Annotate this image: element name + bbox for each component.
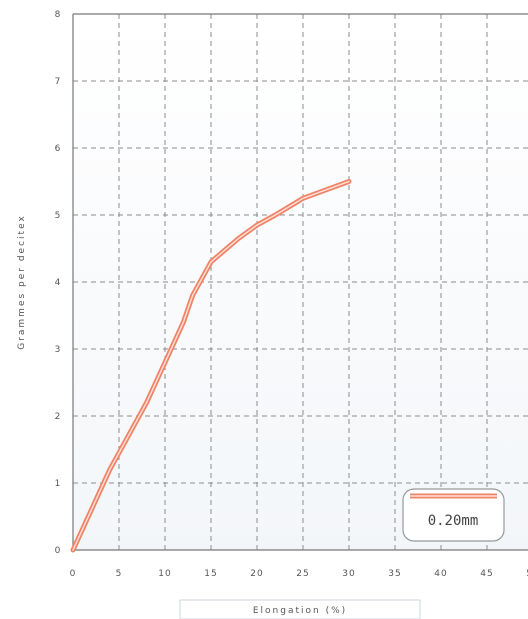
y-tick-label-7: 7 [55, 77, 62, 87]
x-tick-label-0: 0 [70, 569, 77, 579]
grid [73, 13, 528, 550]
x-tick-label-40: 40 [434, 569, 447, 579]
y-tick-label-5: 5 [55, 211, 62, 221]
y-tick-label-0: 0 [55, 546, 62, 556]
x-tick-labels: 0 5 10 15 20 25 30 35 40 45 50 [70, 569, 528, 579]
x-axis-title-text: Elongation (%) [253, 606, 347, 616]
legend: 0.20mm [402, 488, 505, 542]
y-tick-label-8: 8 [55, 10, 62, 20]
y-axis-title-text: Grammes per decitex [17, 214, 27, 350]
legend-label: 0.20mm [428, 513, 479, 529]
y-tick-label-1: 1 [55, 479, 62, 489]
y-tick-labels: 0 1 2 3 4 5 6 7 8 [55, 10, 62, 556]
x-axis-title-box [179, 599, 421, 619]
y-axis-title: Grammes per decitex [17, 214, 27, 350]
x-axis-title: Elongation (%) [179, 599, 421, 619]
x-tick-label-15: 15 [204, 569, 217, 579]
x-tick-label-30: 30 [342, 569, 355, 579]
series-line-highlight-0 [72, 180, 350, 551]
x-tick-label-10: 10 [158, 569, 171, 579]
y-tick-label-3: 3 [55, 345, 62, 355]
axes [72, 13, 528, 551]
x-tick-label-50: 50 [526, 569, 528, 579]
x-tick-label-45: 45 [480, 569, 493, 579]
x-tick-label-5: 5 [116, 569, 123, 579]
y-tick-label-4: 4 [55, 278, 62, 288]
series-layer [70, 179, 352, 553]
x-tick-label-35: 35 [388, 569, 401, 579]
y-tick-label-2: 2 [55, 412, 62, 422]
x-tick-label-20: 20 [250, 569, 263, 579]
x-tick-label-25: 25 [296, 569, 309, 579]
y-tick-label-6: 6 [55, 144, 62, 154]
legend-box [402, 488, 505, 542]
